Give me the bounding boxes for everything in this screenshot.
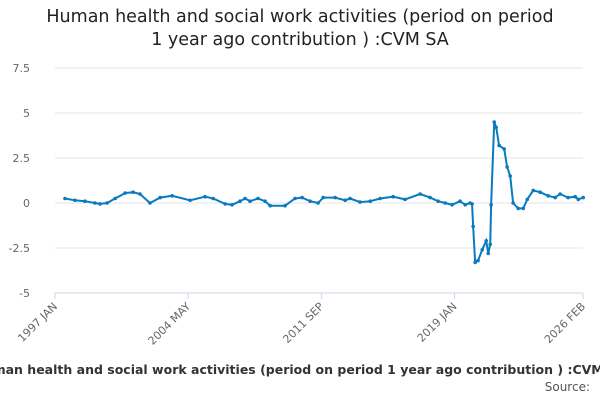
point xyxy=(243,196,247,201)
point xyxy=(553,195,558,200)
point xyxy=(256,196,260,201)
source: Source: xyxy=(545,380,590,394)
point xyxy=(450,203,454,207)
point xyxy=(248,199,252,203)
point xyxy=(546,194,550,198)
point xyxy=(348,196,352,201)
point xyxy=(368,199,373,203)
point xyxy=(418,192,422,196)
point xyxy=(343,198,347,203)
point xyxy=(238,199,242,203)
point xyxy=(316,201,320,205)
point xyxy=(463,203,467,207)
point xyxy=(283,203,287,208)
point xyxy=(170,194,174,198)
point xyxy=(494,125,499,130)
point xyxy=(293,196,297,201)
point xyxy=(188,198,192,203)
point xyxy=(321,195,325,200)
point xyxy=(138,192,142,196)
y-tick-label: 5 xyxy=(23,107,30,120)
point xyxy=(516,206,520,211)
point xyxy=(511,201,515,205)
point xyxy=(566,195,570,200)
point xyxy=(73,198,77,203)
point xyxy=(105,201,109,205)
point xyxy=(131,190,135,194)
point xyxy=(358,200,362,204)
point xyxy=(436,199,440,203)
point xyxy=(573,194,577,199)
point xyxy=(308,199,312,203)
point xyxy=(63,196,67,201)
y-tick-label: 0 xyxy=(23,197,30,210)
point xyxy=(521,206,526,211)
point xyxy=(480,248,485,252)
point xyxy=(538,190,542,194)
x-tick-label: 2011 SEP xyxy=(280,300,326,346)
point xyxy=(508,174,512,178)
point xyxy=(378,196,382,201)
point xyxy=(300,195,304,200)
x-tick-label: 2004 MAY xyxy=(146,300,194,348)
point xyxy=(268,203,272,208)
point xyxy=(486,251,491,256)
point xyxy=(489,203,493,207)
point xyxy=(473,260,477,265)
y-tick-label: 7.5 xyxy=(13,62,31,75)
point xyxy=(203,194,207,199)
x-tick-label: 1997 JAN xyxy=(15,300,60,345)
point xyxy=(223,202,227,206)
point xyxy=(497,143,501,148)
y-tick-label: -2.5 xyxy=(9,242,30,255)
point xyxy=(484,239,489,243)
x-tick-label: 2019 JAN xyxy=(415,300,460,345)
x-tick-label: 2026 FEB xyxy=(542,300,588,346)
point xyxy=(98,202,102,206)
point xyxy=(531,188,536,193)
point xyxy=(148,201,152,205)
point xyxy=(558,192,562,196)
y-tick-label: -5 xyxy=(19,287,30,300)
point xyxy=(443,201,447,205)
point xyxy=(93,201,97,205)
point xyxy=(525,197,530,202)
line xyxy=(64,121,584,265)
point xyxy=(211,196,215,201)
point xyxy=(403,197,407,202)
point xyxy=(113,196,117,201)
point xyxy=(123,191,127,195)
point xyxy=(158,195,162,200)
chart-title: Human health and social work activities … xyxy=(46,7,554,50)
x-axis-label: Human health and social work activities … xyxy=(0,362,600,377)
point xyxy=(230,203,234,207)
point xyxy=(391,194,395,199)
point xyxy=(263,199,267,203)
point xyxy=(576,197,581,202)
point xyxy=(502,147,506,151)
point xyxy=(458,199,462,203)
point xyxy=(471,224,475,229)
point xyxy=(492,120,497,124)
point xyxy=(470,202,474,206)
point xyxy=(505,165,509,169)
point xyxy=(428,195,432,200)
point xyxy=(333,195,337,200)
point xyxy=(83,199,87,203)
point xyxy=(581,195,585,200)
point xyxy=(476,258,480,263)
y-tick-label: 2.5 xyxy=(13,152,31,165)
point xyxy=(488,242,493,247)
